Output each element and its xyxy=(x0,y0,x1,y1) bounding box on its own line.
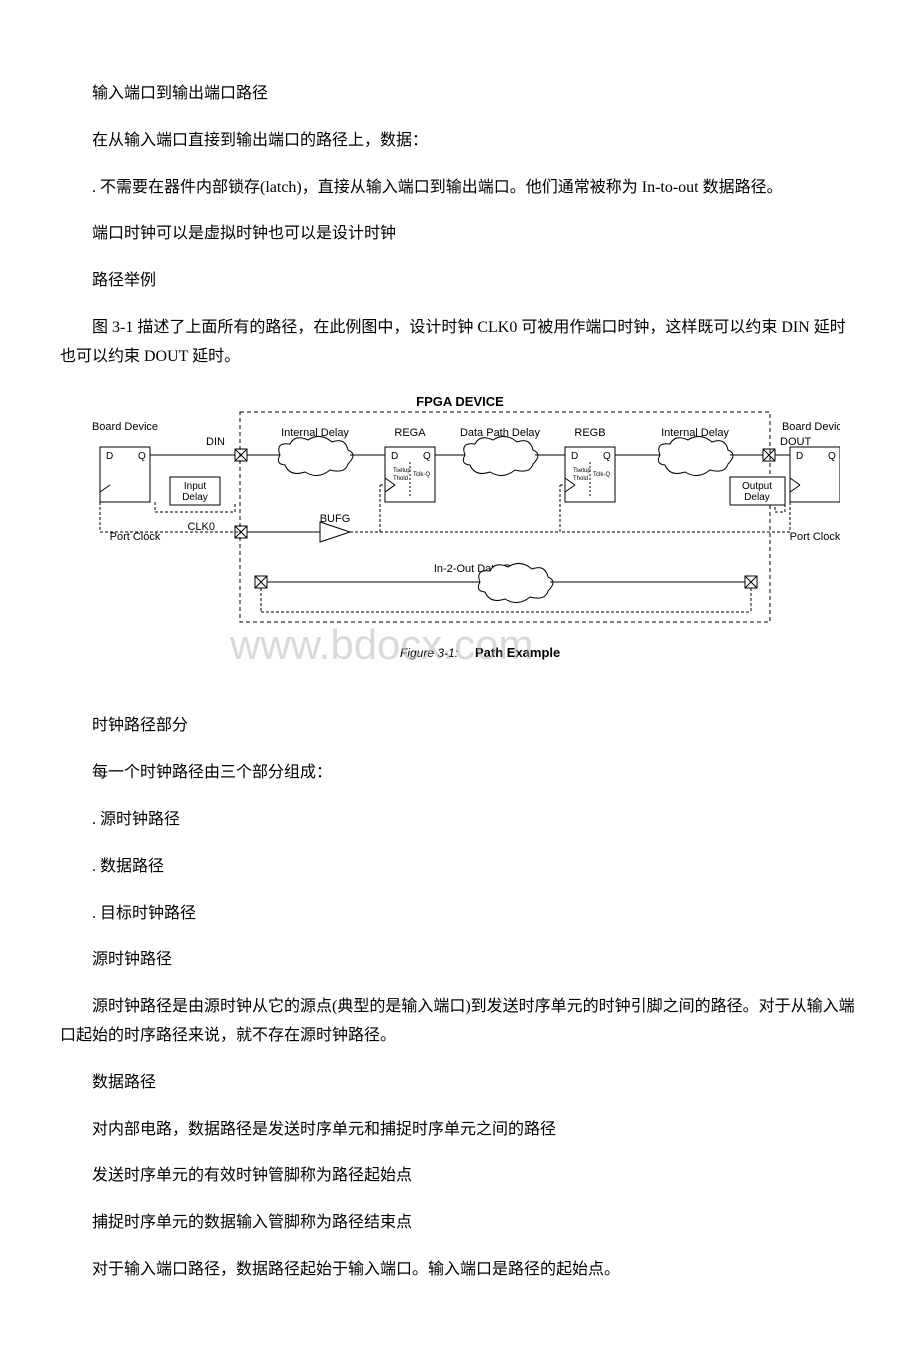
label-board-device-right: Board Device xyxy=(782,421,840,433)
label-din: DIN xyxy=(206,436,225,448)
label-rega-d: D xyxy=(391,451,398,462)
label-board-device-left: Board Device xyxy=(92,421,158,433)
para-data-path-title: 数据路径 xyxy=(60,1069,860,1098)
figure-caption-text: Path Example xyxy=(475,645,560,660)
bufg-triangle xyxy=(320,522,350,542)
para-capture-pin: 捕捉时序单元的数据输入管脚称为路径结束点 xyxy=(60,1209,860,1238)
clk-tri-left xyxy=(100,485,110,492)
para-target-clock: . 目标时钟路径 xyxy=(60,900,860,929)
para-send-pin: 发送时序单元的有效时钟管脚称为路径起始点 xyxy=(60,1162,860,1191)
label-q-right: Q xyxy=(828,451,836,462)
label-q-left: Q xyxy=(138,451,146,462)
label-regb-q: Q xyxy=(603,451,611,462)
label-port-clock-left: Port Clock xyxy=(110,531,161,543)
label-dout: DOUT xyxy=(780,436,811,448)
cloud-data-path xyxy=(463,436,538,475)
cloud-internal-left xyxy=(278,436,353,475)
para-data-path: . 数据路径 xyxy=(60,853,860,882)
diagram-title: FPGA DEVICE xyxy=(416,394,504,409)
label-regb: REGB xyxy=(574,427,605,439)
label-rega-q: Q xyxy=(423,451,431,462)
label-rega-thold: Thold xyxy=(393,476,408,482)
para-input-port-path: 对于输入端口路径，数据路径起始于输入端口。输入端口是路径的起始点。 xyxy=(60,1256,860,1285)
para-clock-path-section: 时钟路径部分 xyxy=(60,712,860,741)
para-input-to-output-desc: 在从输入端口直接到输出端口的路径上，数据： xyxy=(60,127,860,156)
para-figure-desc: 图 3-1 描述了上面所有的路径，在此例图中，设计时钟 CLK0 可被用作端口时… xyxy=(60,314,860,372)
label-clk0: CLK0 xyxy=(187,521,215,533)
label-input-delay-1: Input xyxy=(184,481,206,492)
para-source-clock: . 源时钟路径 xyxy=(60,806,860,835)
label-d-left: D xyxy=(106,451,113,462)
para-latch-note: . 不需要在器件内部锁存(latch)，直接从输入端口到输出端口。他们通常被称为… xyxy=(60,174,860,203)
para-input-to-output-title: 输入端口到输出端口路径 xyxy=(60,80,860,109)
para-path-example-title: 路径举例 xyxy=(60,267,860,296)
label-regb-tclkq: Tclk-Q xyxy=(593,472,610,478)
label-output-delay-2: Delay xyxy=(744,492,770,503)
label-rega: REGA xyxy=(394,427,426,439)
para-source-clock-desc: 源时钟路径是由源时钟从它的源点(典型的是输入端口)到发送时序单元的时钟引脚之间的… xyxy=(60,993,860,1051)
para-data-path-desc: 对内部电路，数据路径是发送时序单元和捕捉时序单元之间的路径 xyxy=(60,1116,860,1145)
label-input-delay-2: Delay xyxy=(182,492,208,503)
label-d-right: D xyxy=(796,451,803,462)
fpga-path-diagram: FPGA DEVICE Board Device D Q Input Delay… xyxy=(80,392,840,672)
para-port-clock-note: 端口时钟可以是虚拟时钟也可以是设计时钟 xyxy=(60,220,860,249)
para-source-clock-title: 源时钟路径 xyxy=(60,946,860,975)
label-port-clock-right: Port Clock xyxy=(790,531,840,543)
para-clock-path-parts: 每一个时钟路径由三个部分组成： xyxy=(60,759,860,788)
label-regb-tsetup: Tsetup xyxy=(573,468,591,474)
diagram-wrapper: FPGA DEVICE Board Device D Q Input Delay… xyxy=(80,392,840,683)
figure-caption-prefix: Figure 3-1: xyxy=(400,646,458,660)
label-regb-thold: Thold xyxy=(573,476,588,482)
diagram-container: FPGA DEVICE Board Device D Q Input Delay… xyxy=(60,392,860,683)
label-rega-tclkq: Tclk-Q xyxy=(413,472,430,478)
cloud-internal-right xyxy=(658,436,733,475)
label-rega-tsetup: Tsetup xyxy=(393,468,411,474)
label-output-delay-1: Output xyxy=(742,481,772,492)
label-regb-d: D xyxy=(571,451,578,462)
